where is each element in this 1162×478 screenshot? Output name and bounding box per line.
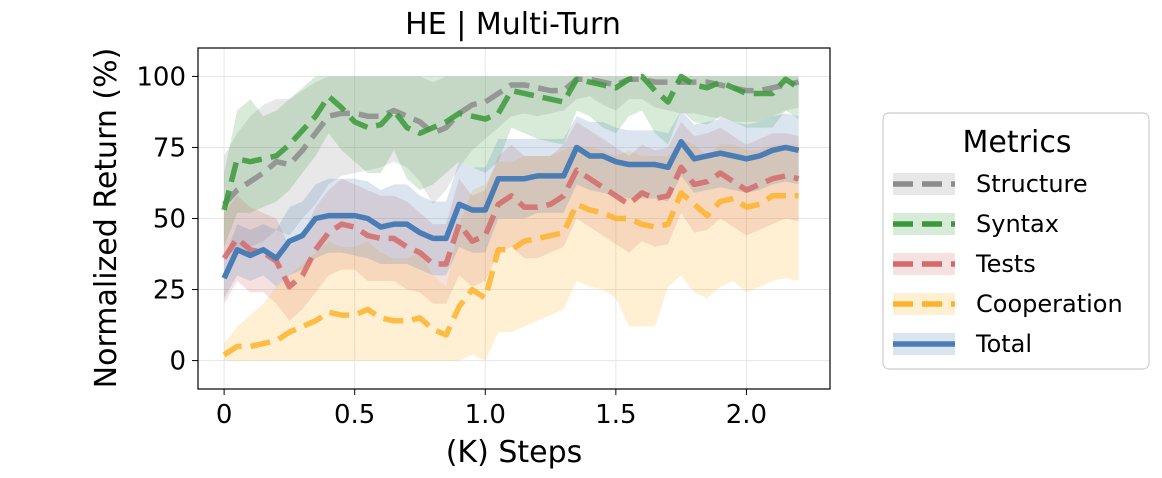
structure-line <box>222 76 800 207</box>
series-lines <box>221 73 801 358</box>
y-tick-label: 75 <box>153 133 186 163</box>
structure-confidence-band <box>224 76 799 253</box>
structure-legend-label: Structure <box>976 170 1088 198</box>
cooperation-confidence-band <box>224 138 799 361</box>
y-axis-ticks: 0 25 50 75 100 <box>136 62 198 377</box>
y-tick-label: 25 <box>153 276 186 306</box>
legend-box <box>882 112 1150 370</box>
x-tick-label: 1.0 <box>465 400 506 430</box>
syntax-line <box>221 73 801 211</box>
x-tick-label: 1.5 <box>595 400 636 430</box>
x-axis-label: (K) Steps <box>446 435 583 470</box>
y-tick-label: 100 <box>136 62 186 92</box>
x-tick-label: 0 <box>216 400 233 430</box>
legend: Metrics Structure Syntax Tests Cooperation T… <box>882 112 1150 370</box>
tests-line <box>221 164 800 290</box>
tests-legend-label: Tests <box>975 250 1036 278</box>
total-legend-label: Total <box>975 330 1032 358</box>
x-axis-ticks: 0 0.5 1.0 1.5 2.0 <box>216 389 767 430</box>
total-line <box>221 139 800 280</box>
total-confidence-band <box>224 110 799 299</box>
cooperation-line <box>222 190 799 358</box>
cooperation-legend-label: Cooperation <box>976 290 1123 318</box>
confidence-bands <box>224 76 799 361</box>
syntax-confidence-band <box>224 76 799 247</box>
legend-items: Structure Syntax Tests Cooperation Total <box>893 170 1123 358</box>
plot-area <box>197 47 831 390</box>
legend-title: Metrics <box>963 125 1072 160</box>
y-axis-label: Normalized Return (%) <box>89 48 124 389</box>
x-tick-label: 0.5 <box>334 400 375 430</box>
y-tick-label: 50 <box>153 205 186 235</box>
y-tick-label: 0 <box>169 347 186 377</box>
x-tick-label: 2.0 <box>726 400 767 430</box>
syntax-legend-label: Syntax <box>976 210 1059 238</box>
tests-confidence-band <box>224 121 799 321</box>
chart-title: HE | Multi-Turn <box>405 7 621 42</box>
